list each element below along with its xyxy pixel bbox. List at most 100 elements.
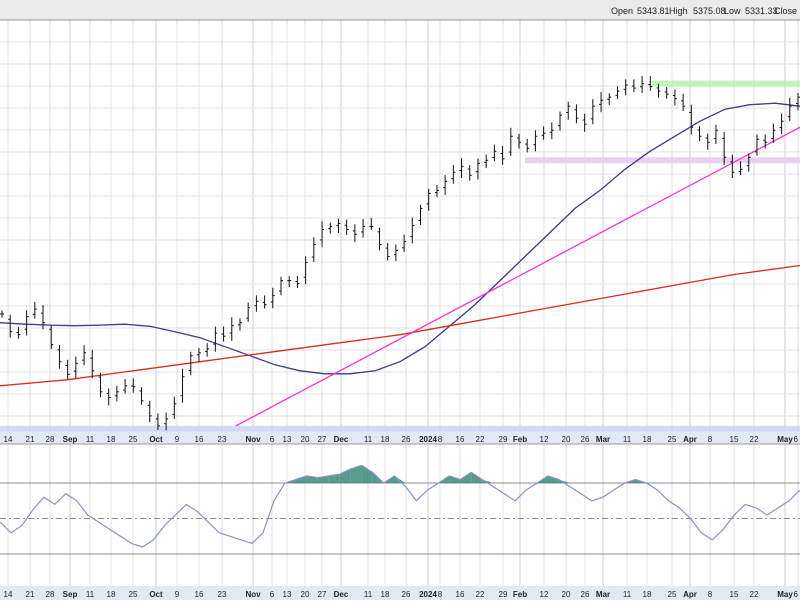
high-value: 5375.08 [693, 6, 726, 16]
x-tick-label-bottom: 25 [129, 590, 138, 599]
x-tick-label-bottom: 11 [364, 590, 373, 599]
oscillator-overbought-fill [361, 465, 373, 484]
x-tick-label-bottom: 22 [476, 590, 485, 599]
x-tick-label-top: 13 [283, 435, 292, 444]
x-tick-label-bottom: 29 [499, 590, 508, 599]
x-tick-label-top: 26 [581, 435, 590, 444]
x-tick-label-top: 11 [364, 435, 373, 444]
x-tick-label-top: Oct [149, 435, 163, 444]
x-tick-label-bottom: 16 [456, 590, 465, 599]
x-tick-label-top: 11 [623, 435, 632, 444]
x-tick-label-bottom: 13 [283, 590, 292, 599]
oscillator-overbought-fill [482, 479, 494, 484]
x-tick-label-top: 20 [562, 435, 571, 444]
x-tick-label-top: Nov [245, 435, 261, 444]
header-band [0, 0, 800, 20]
x-tick-label-bottom: 15 [730, 590, 739, 599]
x-tick-label-bottom: 20 [562, 590, 571, 599]
x-tick-label-bottom: Nov [245, 590, 261, 599]
x-tick-label-bottom: 18 [107, 590, 116, 599]
x-tick-label-bottom: 23 [218, 590, 227, 599]
x-tick-label-top: 26 [402, 435, 411, 444]
x-tick-label-top: Apr [683, 435, 697, 444]
x-tick-label-top: 18 [643, 435, 652, 444]
x-tick-label-bottom: 25 [668, 590, 677, 599]
open-label: Open [611, 6, 633, 16]
x-tick-label-bottom: 28 [46, 590, 55, 599]
x-tick-label-top: 25 [668, 435, 677, 444]
x-tick-label-bottom: 9 [175, 590, 180, 599]
x-tick-label-top: 9 [175, 435, 180, 444]
x-tick-label-top: May [777, 435, 793, 444]
zone-resistance [652, 80, 800, 87]
moving-average-short [0, 102, 800, 375]
x-tick-label-bottom: 2024 [419, 590, 437, 599]
oscillator-overbought-fill [460, 472, 472, 484]
x-tick-label-bottom: 11 [86, 590, 95, 599]
x-tick-label-top: 6 [270, 435, 275, 444]
x-tick-label-top: Feb [513, 435, 527, 444]
x-tick-label-top: Mar [596, 435, 610, 444]
open-value: 5343.81 [637, 6, 670, 16]
x-tick-label-top: 8 [708, 435, 713, 444]
oscillator-overbought-fill [394, 475, 406, 484]
x-tick-label-bottom: 8 [708, 590, 713, 599]
oscillator-panel [0, 464, 800, 555]
oscillator-overbought-fill [449, 475, 461, 484]
close-label: Close [774, 6, 797, 16]
x-tick-label-top: Sep [63, 435, 78, 444]
oscillator-line [0, 464, 800, 548]
ohlc-header: Open 5343.81 High 5375.08 Low 5331.33 Cl… [611, 6, 797, 16]
x-tick-label-bottom: 21 [26, 590, 35, 599]
x-tick-label-top: 2024 [419, 435, 437, 444]
x-tick-label-bottom: 14 [4, 590, 13, 599]
x-tick-label-bottom: Sep [63, 590, 78, 599]
oscillator-overbought-fill [471, 472, 483, 484]
x-tick-label-top: 23 [218, 435, 227, 444]
x-tick-label-bottom: 20 [301, 590, 310, 599]
x-tick-label-bottom: 6 [270, 590, 275, 599]
price-zones [0, 80, 800, 432]
x-tick-label-top: 12 [540, 435, 549, 444]
x-tick-label-top: 18 [381, 435, 390, 444]
price-bars [0, 76, 800, 431]
x-tick-label-top: 21 [26, 435, 35, 444]
x-tick-label-bottom: 12 [540, 590, 549, 599]
x-tick-label-bottom: Mar [596, 590, 610, 599]
x-tick-label-top: 16 [195, 435, 204, 444]
oscillator-overbought-fill [547, 475, 559, 484]
x-tick-label-top: 22 [476, 435, 485, 444]
x-tick-label-top: 20 [301, 435, 310, 444]
x-tick-label-bottom: 8 [438, 590, 443, 599]
x-tick-label-top: 11 [86, 435, 95, 444]
axis-band-bottom [0, 586, 800, 600]
x-tick-label-bottom: May [777, 590, 793, 599]
x-tick-label-bottom: Feb [513, 590, 527, 599]
x-tick-label-bottom: 26 [402, 590, 411, 599]
x-tick-label-bottom: 18 [643, 590, 652, 599]
x-tick-label-bottom: 22 [750, 590, 759, 599]
oscillator-overbought-fill [350, 465, 362, 484]
x-tick-label-top: 25 [129, 435, 138, 444]
low-label: Low [724, 6, 741, 16]
x-axis: 14 14 21 21 28 28 Sep Sep 11 11 18 18 25 25 Oct Oct 9 9 16… [4, 435, 799, 599]
x-tick-label-top: Dec [334, 435, 349, 444]
x-tick-label-bottom: 27 [318, 590, 327, 599]
x-tick-label-top: 6 [794, 435, 799, 444]
x-tick-label-bottom: 6 [794, 590, 799, 599]
x-tick-label-top: 28 [46, 435, 55, 444]
x-tick-label-top: 14 [4, 435, 13, 444]
x-tick-label-bottom: 18 [381, 590, 390, 599]
oscillator-overbought-fill [295, 475, 307, 484]
x-tick-label-top: 29 [499, 435, 508, 444]
x-tick-label-bottom: Oct [149, 590, 163, 599]
x-tick-label-top: 8 [438, 435, 443, 444]
oscillator-overbought-fill [339, 468, 351, 484]
x-tick-label-bottom: 16 [195, 590, 204, 599]
chart-grid [0, 19, 800, 586]
x-tick-label-top: 15 [730, 435, 739, 444]
x-tick-label-top: 22 [750, 435, 759, 444]
high-label: High [669, 6, 688, 16]
